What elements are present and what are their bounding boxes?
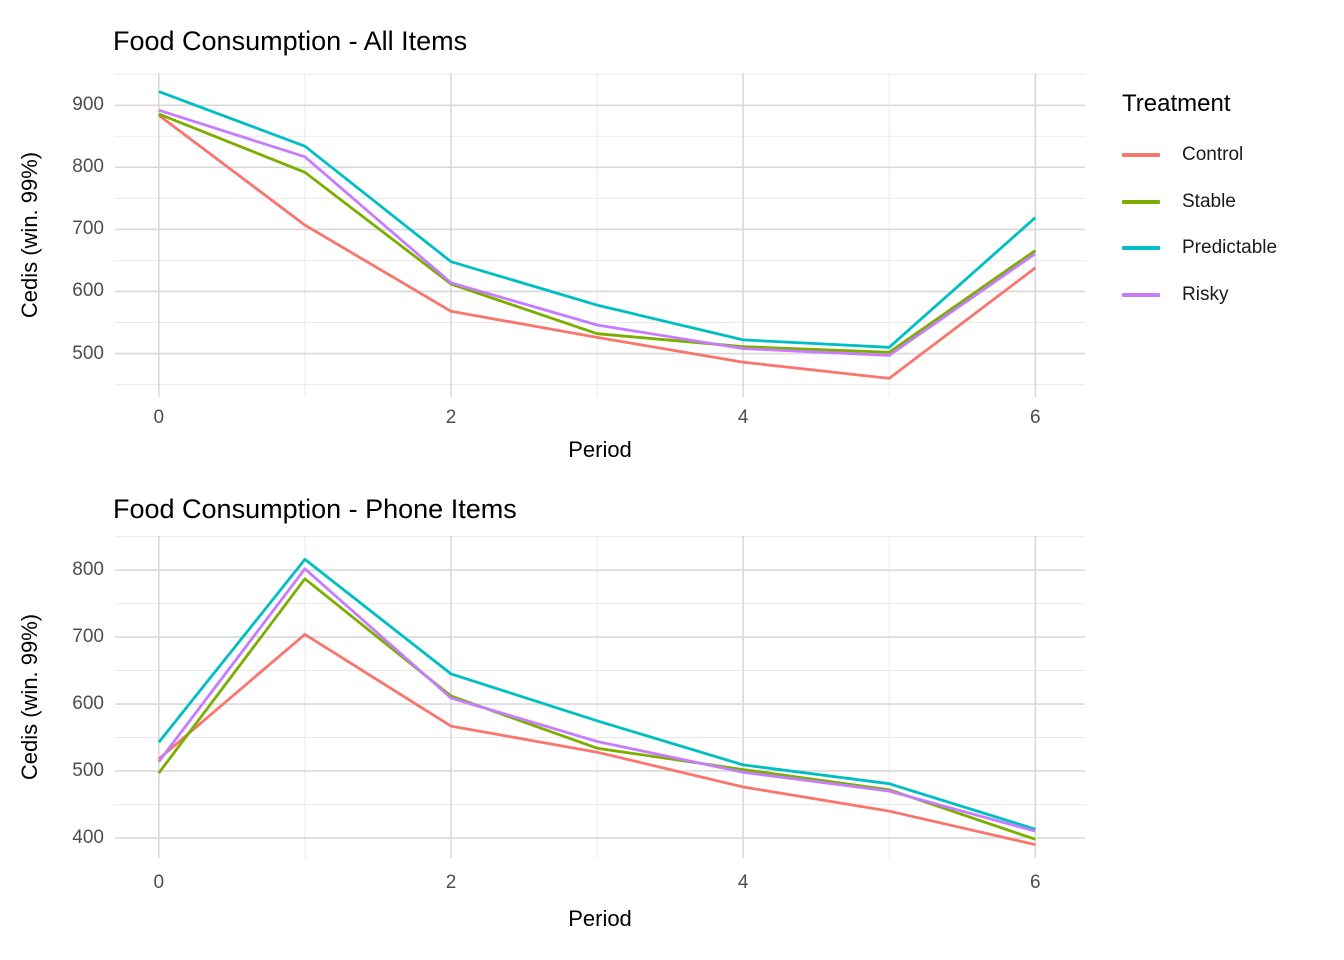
y-tick-label: 800	[72, 156, 104, 178]
y-tick-label: 500	[72, 759, 104, 781]
legend-line-swatch	[1122, 292, 1160, 297]
series-line-predictable	[158, 90, 1037, 349]
legend-item-predictable: Predictable	[1122, 235, 1277, 261]
legend-item-label: Risky	[1182, 283, 1229, 305]
plot-panel-phone-items	[115, 536, 1085, 858]
x-axis-title-phone-items: Period	[568, 906, 632, 931]
y-tick-label: 700	[72, 626, 104, 648]
series-line-stable	[158, 112, 1037, 354]
y-axis-title-phone-items: Cedis (win. 99%)	[17, 613, 42, 781]
legend-line-swatch	[1122, 153, 1160, 157]
series-line-predictable	[157, 557, 1036, 831]
y-tick-label: 500	[72, 342, 104, 364]
x-tick-label: 2	[445, 872, 457, 893]
legend-item-stable: Stable	[1122, 189, 1236, 215]
y-tick-label: 900	[72, 94, 104, 116]
series-line-risky	[158, 108, 1037, 357]
x-tick-label: 2	[445, 407, 457, 428]
plot-panel-all-items	[115, 73, 1085, 397]
legend-item-label: Predictable	[1182, 237, 1278, 258]
y-tick-label: 600	[72, 693, 104, 715]
series-line-control	[157, 633, 1036, 846]
series-line-risky	[157, 567, 1036, 833]
legend-item-label: Stable	[1182, 190, 1236, 212]
x-axis-title-all-items: Period	[568, 437, 632, 462]
y-tick-label: 400	[72, 826, 104, 848]
legend-line-swatch	[1122, 199, 1160, 204]
y-axis-title-all-items: Cedis (win. 99%)	[17, 151, 42, 319]
legend: Treatment Control Stable Predictable Risky	[1122, 0, 1342, 400]
chart-title-phone-items: Food Consumption - Phone Items	[113, 494, 517, 524]
x-tick-label: 0	[153, 872, 165, 893]
y-tick-label: 600	[72, 280, 104, 302]
legend-title: Treatment	[1122, 90, 1231, 117]
x-tick-label: 4	[737, 872, 749, 893]
x-tick-label: 0	[153, 407, 165, 428]
x-tick-label: 4	[737, 407, 749, 428]
legend-line-swatch	[1122, 246, 1160, 250]
chart-title-all-items: Food Consumption - All Items	[113, 26, 468, 56]
y-tick-label: 800	[72, 559, 104, 581]
legend-item-label: Control	[1182, 144, 1244, 165]
legend-item-risky: Risky	[1122, 282, 1228, 308]
y-tick-label: 700	[72, 218, 104, 240]
x-tick-label: 6	[1030, 407, 1041, 428]
series-line-control	[157, 114, 1037, 380]
x-tick-label: 6	[1030, 872, 1041, 893]
legend-item-control: Control	[1122, 142, 1243, 168]
